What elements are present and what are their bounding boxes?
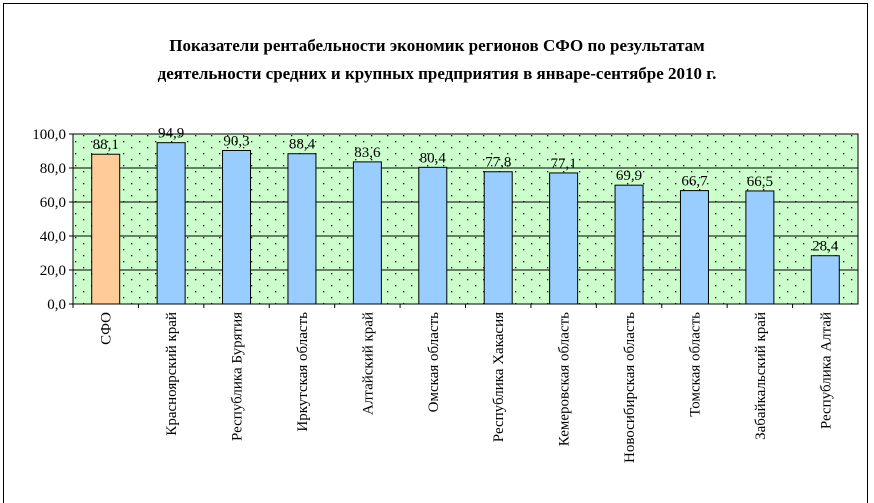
plot-area — [73, 134, 858, 304]
y-tick-label: 20,0 — [40, 263, 66, 279]
y-tick-label: 100,0 — [32, 127, 66, 143]
bar — [156, 142, 186, 305]
chart-subtitle: деятельности средних и крупных предприят… — [158, 64, 717, 83]
y-tick-label: 0,0 — [47, 297, 66, 313]
x-tick-label: Новосибирская область — [622, 312, 638, 463]
value-label: 66,5 — [747, 174, 773, 190]
x-tick-label: СФО — [99, 312, 115, 345]
bar — [679, 190, 709, 305]
x-tick-label: Алтайский край — [360, 312, 376, 415]
x-tick-label: Кемеровская область — [557, 312, 573, 446]
chart-frame — [3, 3, 868, 503]
y-tick-label: 40,0 — [40, 229, 66, 245]
x-tick-label: Республика Алтай — [818, 312, 834, 429]
chart-title: Показатели рентабельности экономик регио… — [169, 36, 705, 55]
x-tick-label: Красноярский край — [164, 312, 180, 436]
bar — [810, 255, 840, 305]
x-tick-label: Республика Бурятия — [230, 312, 246, 441]
value-label: 88,4 — [289, 137, 316, 153]
value-label: 66,7 — [681, 174, 708, 190]
bar — [549, 172, 579, 305]
value-label: 28,4 — [812, 239, 839, 255]
x-tick-label: Иркутская область — [295, 312, 311, 432]
value-label: 77,8 — [485, 155, 511, 171]
value-label: 69,9 — [616, 168, 642, 184]
bar — [287, 153, 317, 305]
value-label: 77,1 — [551, 156, 577, 172]
x-tick-label: Омская область — [426, 312, 442, 412]
bar — [745, 190, 775, 305]
value-label: 83,6 — [354, 145, 381, 161]
value-label: 94,9 — [158, 126, 184, 142]
value-label: 90,3 — [223, 133, 249, 149]
value-label: 80,4 — [420, 150, 447, 166]
value-label: 88,1 — [93, 137, 119, 153]
bar — [614, 184, 644, 305]
bar — [222, 149, 252, 305]
bar — [352, 161, 382, 305]
y-tick-label: 60,0 — [40, 195, 66, 211]
y-tick-label: 80,0 — [40, 161, 66, 177]
bar — [91, 153, 121, 305]
x-tick-label: Забайкальский край — [753, 312, 769, 440]
x-tick-label: Республика Хакасия — [491, 312, 507, 442]
x-tick-label: Томская область — [687, 312, 703, 417]
bar — [483, 171, 513, 305]
bar — [418, 166, 448, 305]
